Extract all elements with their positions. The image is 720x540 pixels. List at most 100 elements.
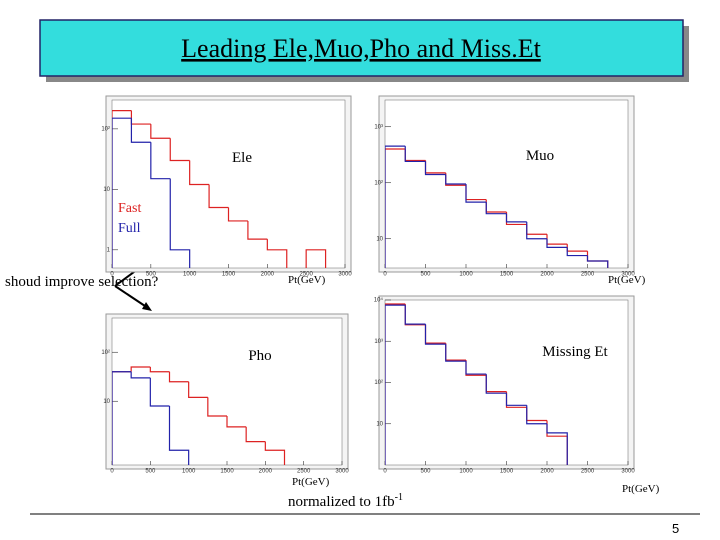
- histogram-bin: [169, 138, 190, 162]
- x-tick-label: 1000: [459, 469, 473, 475]
- x-tick-label: 1500: [500, 469, 514, 475]
- histogram-bin: [266, 239, 288, 268]
- histogram-bin: [245, 426, 266, 443]
- x-tick-label: 2500: [581, 272, 595, 278]
- x-tick-label: 500: [420, 469, 431, 475]
- histogram-bin: [385, 148, 406, 268]
- x-tick-label: 1000: [183, 272, 197, 278]
- y-tick-label: 10: [103, 399, 110, 405]
- histogram-bin: [168, 405, 190, 465]
- histogram-bin: [526, 405, 547, 425]
- x-tick-label: 2500: [299, 272, 313, 278]
- y-tick-label: 10³: [374, 339, 383, 345]
- x-tick-label: 2000: [259, 469, 273, 475]
- x-tick-label: 2000: [540, 272, 554, 278]
- histogram-bin: [150, 142, 171, 180]
- histogram: [385, 303, 568, 465]
- histogram-bin: [445, 344, 466, 362]
- y-tick-label: 10: [376, 236, 383, 242]
- panel-title: Muo: [526, 148, 554, 164]
- x-tick-label: 1500: [500, 272, 514, 278]
- histogram-bin: [264, 441, 286, 465]
- x-axis-label: Pt(GeV): [288, 274, 326, 286]
- title-box: [39, 19, 684, 77]
- y-tick-label: 10²: [101, 350, 110, 356]
- slide-title: Leading Ele,Muo,Pho and Miss.Et: [181, 34, 541, 63]
- x-tick-label: 2500: [581, 469, 595, 475]
- histogram-bin: [546, 238, 568, 248]
- y-tick-label: 10: [376, 421, 383, 427]
- histogram-bin: [207, 397, 227, 417]
- x-tick-label: 1000: [182, 469, 196, 475]
- histogram-bin: [385, 304, 406, 465]
- histogram-bin: [189, 160, 210, 186]
- histogram-bin: [227, 207, 248, 222]
- histogram-bin: [130, 118, 151, 143]
- histogram-bin: [385, 303, 406, 465]
- histogram-bin: [305, 249, 327, 268]
- histogram: [385, 145, 609, 268]
- y-tick-label: 10²: [374, 380, 383, 386]
- histogram-bin: [149, 377, 170, 407]
- x-axis-label: Pt(GeV): [292, 476, 330, 488]
- panel-title: Pho: [248, 348, 271, 364]
- histogram-bin: [150, 124, 171, 139]
- histogram-bin: [149, 367, 170, 373]
- note-text: normalized to 1fb: [288, 494, 395, 510]
- arrow: [114, 285, 149, 309]
- x-tick-label: 3000: [621, 272, 635, 278]
- histogram-bin: [404, 305, 426, 325]
- x-tick-label: 1000: [459, 272, 473, 278]
- histogram-bin: [505, 393, 527, 406]
- histogram-bin: [130, 366, 151, 372]
- x-tick-label: 2500: [297, 469, 311, 475]
- histogram-bin: [465, 361, 487, 375]
- x-tick-label: 2000: [261, 272, 275, 278]
- x-tick-label: 2000: [540, 469, 554, 475]
- note-sup: -1: [395, 492, 403, 503]
- histogram: [112, 366, 286, 465]
- histogram-bin: [424, 161, 446, 176]
- histogram-bin: [424, 324, 446, 345]
- plot-area: [111, 317, 343, 466]
- histogram-bin: [112, 110, 132, 268]
- histogram-bin: [169, 178, 191, 268]
- histogram-bin: [112, 117, 132, 268]
- plot-area: [384, 99, 629, 269]
- x-tick-label: 3000: [335, 469, 349, 475]
- legend-entry: Fast: [118, 201, 141, 216]
- x-tick-label: 0: [383, 272, 387, 278]
- question: shoud improve selection?: [5, 274, 159, 290]
- y-tick-label: 10⁴: [374, 297, 384, 304]
- y-tick-label: 10²: [101, 126, 110, 132]
- histogram-bin: [465, 183, 487, 203]
- x-tick-label: 500: [420, 272, 431, 278]
- x-tick-label: 3000: [621, 469, 635, 475]
- panel-title: Ele: [232, 150, 252, 166]
- y-tick-label: 1: [107, 247, 111, 253]
- note: normalized to 1fb-1: [288, 492, 403, 510]
- x-tick-label: 1500: [222, 272, 236, 278]
- x-tick-label: 500: [145, 469, 156, 475]
- plot-area: [111, 99, 346, 269]
- histogram-bin: [385, 145, 406, 268]
- histogram-bin: [168, 371, 189, 383]
- histogram-bin: [188, 381, 208, 398]
- x-tick-label: 1500: [220, 469, 234, 475]
- y-tick-label: 10: [103, 187, 110, 193]
- histogram-bin: [112, 371, 132, 465]
- x-tick-label: 0: [383, 469, 387, 475]
- histogram-bin: [485, 202, 507, 215]
- histogram-bin: [505, 213, 527, 223]
- histogram-bin: [566, 247, 588, 257]
- x-axis-label: Pt(GeV): [608, 274, 646, 286]
- y-tick-label: 10³: [374, 124, 383, 130]
- panel-title: Missing Et: [542, 344, 608, 360]
- histogram-bin: [445, 174, 466, 185]
- x-tick-label: 3000: [338, 272, 352, 278]
- page-number: 5: [672, 521, 679, 536]
- y-tick-label: 10²: [374, 180, 383, 186]
- x-tick-label: 0: [110, 469, 114, 475]
- arrow-head: [142, 302, 152, 311]
